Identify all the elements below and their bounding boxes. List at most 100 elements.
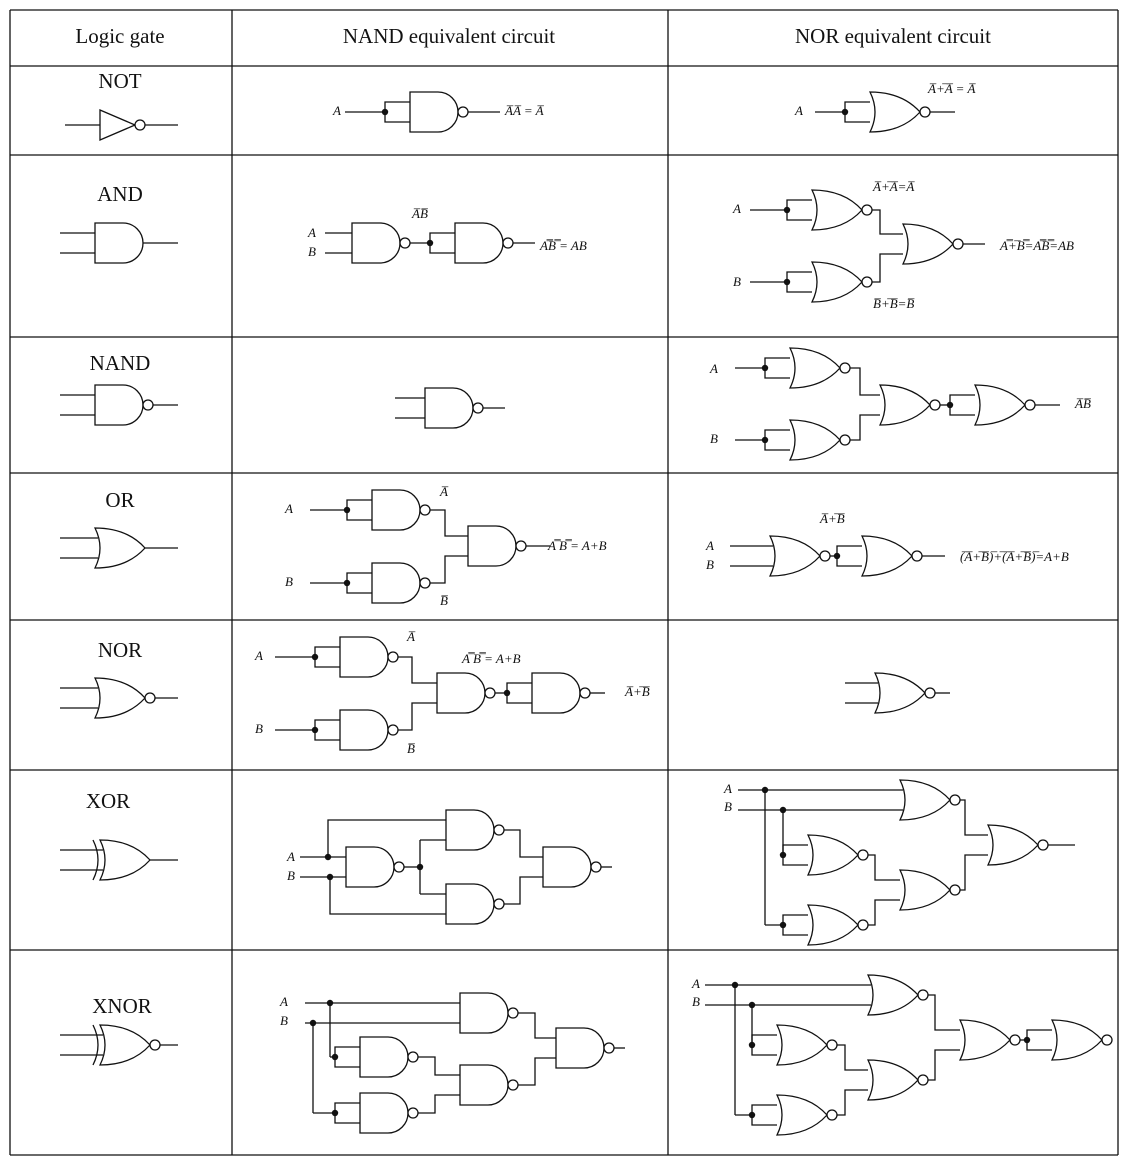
junction (833, 552, 841, 560)
wire (504, 829, 543, 858)
circuit-label: A (794, 103, 803, 118)
inverter-bubble (826, 1039, 838, 1051)
wire (329, 877, 446, 915)
or-gate (810, 261, 863, 303)
wire (960, 854, 988, 891)
or-gate (93, 527, 146, 569)
circuit-label: (̅A̅+̅B̅)̅+̅(̅A̅+̅B̅)̅=A+B (960, 549, 1069, 564)
inverter-bubble (149, 1039, 161, 1051)
junction (343, 579, 351, 587)
wire (928, 994, 960, 1031)
inverter-bubble (861, 204, 873, 216)
junction (343, 506, 351, 514)
or-gate (98, 1024, 151, 1066)
inverter-bubble (134, 119, 146, 131)
circuit-label: B (308, 244, 316, 259)
circuit-label: B (255, 721, 263, 736)
inverter-bubble (1101, 1034, 1113, 1046)
junction (331, 1053, 339, 1061)
circuit-label: A (705, 538, 714, 553)
or-gate (866, 1059, 919, 1101)
or-gate (878, 384, 931, 426)
and-gate (409, 91, 459, 133)
circuit-label: A (286, 849, 295, 864)
junction (331, 1109, 339, 1117)
inverter-bubble (484, 687, 496, 699)
inverter-bubble (387, 724, 399, 736)
circuit-label: A (332, 103, 341, 118)
circuit-label: B (724, 799, 732, 814)
inverter-bubble (1024, 399, 1036, 411)
junction (748, 1111, 756, 1119)
junction (311, 726, 319, 734)
and-gate (339, 709, 389, 751)
circuit-label: B (692, 994, 700, 1009)
circuit-label: A̿B̿ = AB (539, 238, 587, 253)
header: Logic gate (75, 24, 164, 48)
or-gate (860, 535, 913, 577)
circuit-label: A̅ (439, 484, 448, 499)
gate-name: XNOR (92, 994, 152, 1018)
circuit-label: B (710, 431, 718, 446)
gate-name: NAND (90, 351, 151, 375)
circuit-label: B (280, 1013, 288, 1028)
wire (398, 656, 437, 684)
circuit-label: B (733, 274, 741, 289)
inverter-bubble (929, 399, 941, 411)
junction (381, 108, 389, 116)
inverter-bubble (399, 237, 411, 249)
and-gate (555, 1027, 605, 1069)
circuit-label: A̅+̅B̅ (624, 684, 650, 699)
wire (327, 819, 446, 857)
and-gate (445, 809, 495, 851)
inverter-bubble (917, 1074, 929, 1086)
and-gate (94, 384, 144, 426)
circuit-label: B (285, 574, 293, 589)
or-gate (788, 347, 841, 389)
gate-name: OR (105, 488, 134, 512)
circuit-label: B̅ (440, 593, 448, 608)
or-gate (768, 535, 821, 577)
circuit-label: A (723, 781, 732, 796)
junction (761, 364, 769, 372)
header: NAND equivalent circuit (343, 24, 555, 48)
or-gate (958, 1019, 1011, 1061)
inverter-bubble (590, 861, 602, 873)
circuit-label: B (287, 868, 295, 883)
wire (960, 799, 988, 836)
and-gate (339, 636, 389, 678)
circuit-label: A (307, 225, 316, 240)
or-gate (866, 974, 919, 1016)
inverter-bubble (949, 884, 961, 896)
and-gate (345, 846, 395, 888)
gate-name: NOR (98, 638, 142, 662)
inverter-bubble (839, 362, 851, 374)
circuit-label: A (279, 994, 288, 1009)
or-gate (93, 677, 146, 719)
and-gate (359, 1092, 409, 1134)
junction (783, 206, 791, 214)
inverter-bubble (507, 1079, 519, 1091)
inverter-bubble (857, 849, 869, 861)
circuit-label: A̅ (406, 629, 415, 644)
wire (837, 1089, 868, 1116)
inverter-bubble (515, 540, 527, 552)
or-gate (898, 779, 951, 821)
wire (850, 414, 880, 441)
or-gate (1050, 1019, 1103, 1061)
and-gate (424, 387, 474, 429)
and-gate (436, 672, 486, 714)
inverter-bubble (493, 898, 505, 910)
junction (311, 653, 319, 661)
circuit-label: B̅+̅B̅=B̅ (873, 296, 914, 311)
gate-name: AND (97, 182, 143, 206)
and-gate (351, 222, 401, 264)
junction (761, 436, 769, 444)
inverter-bubble (861, 276, 873, 288)
and-gate (359, 1036, 409, 1078)
circuit-label: A̿ B̿ = A+B (547, 538, 607, 553)
and-gate (459, 1064, 509, 1106)
or-gate (810, 189, 863, 231)
or-gate (986, 824, 1039, 866)
